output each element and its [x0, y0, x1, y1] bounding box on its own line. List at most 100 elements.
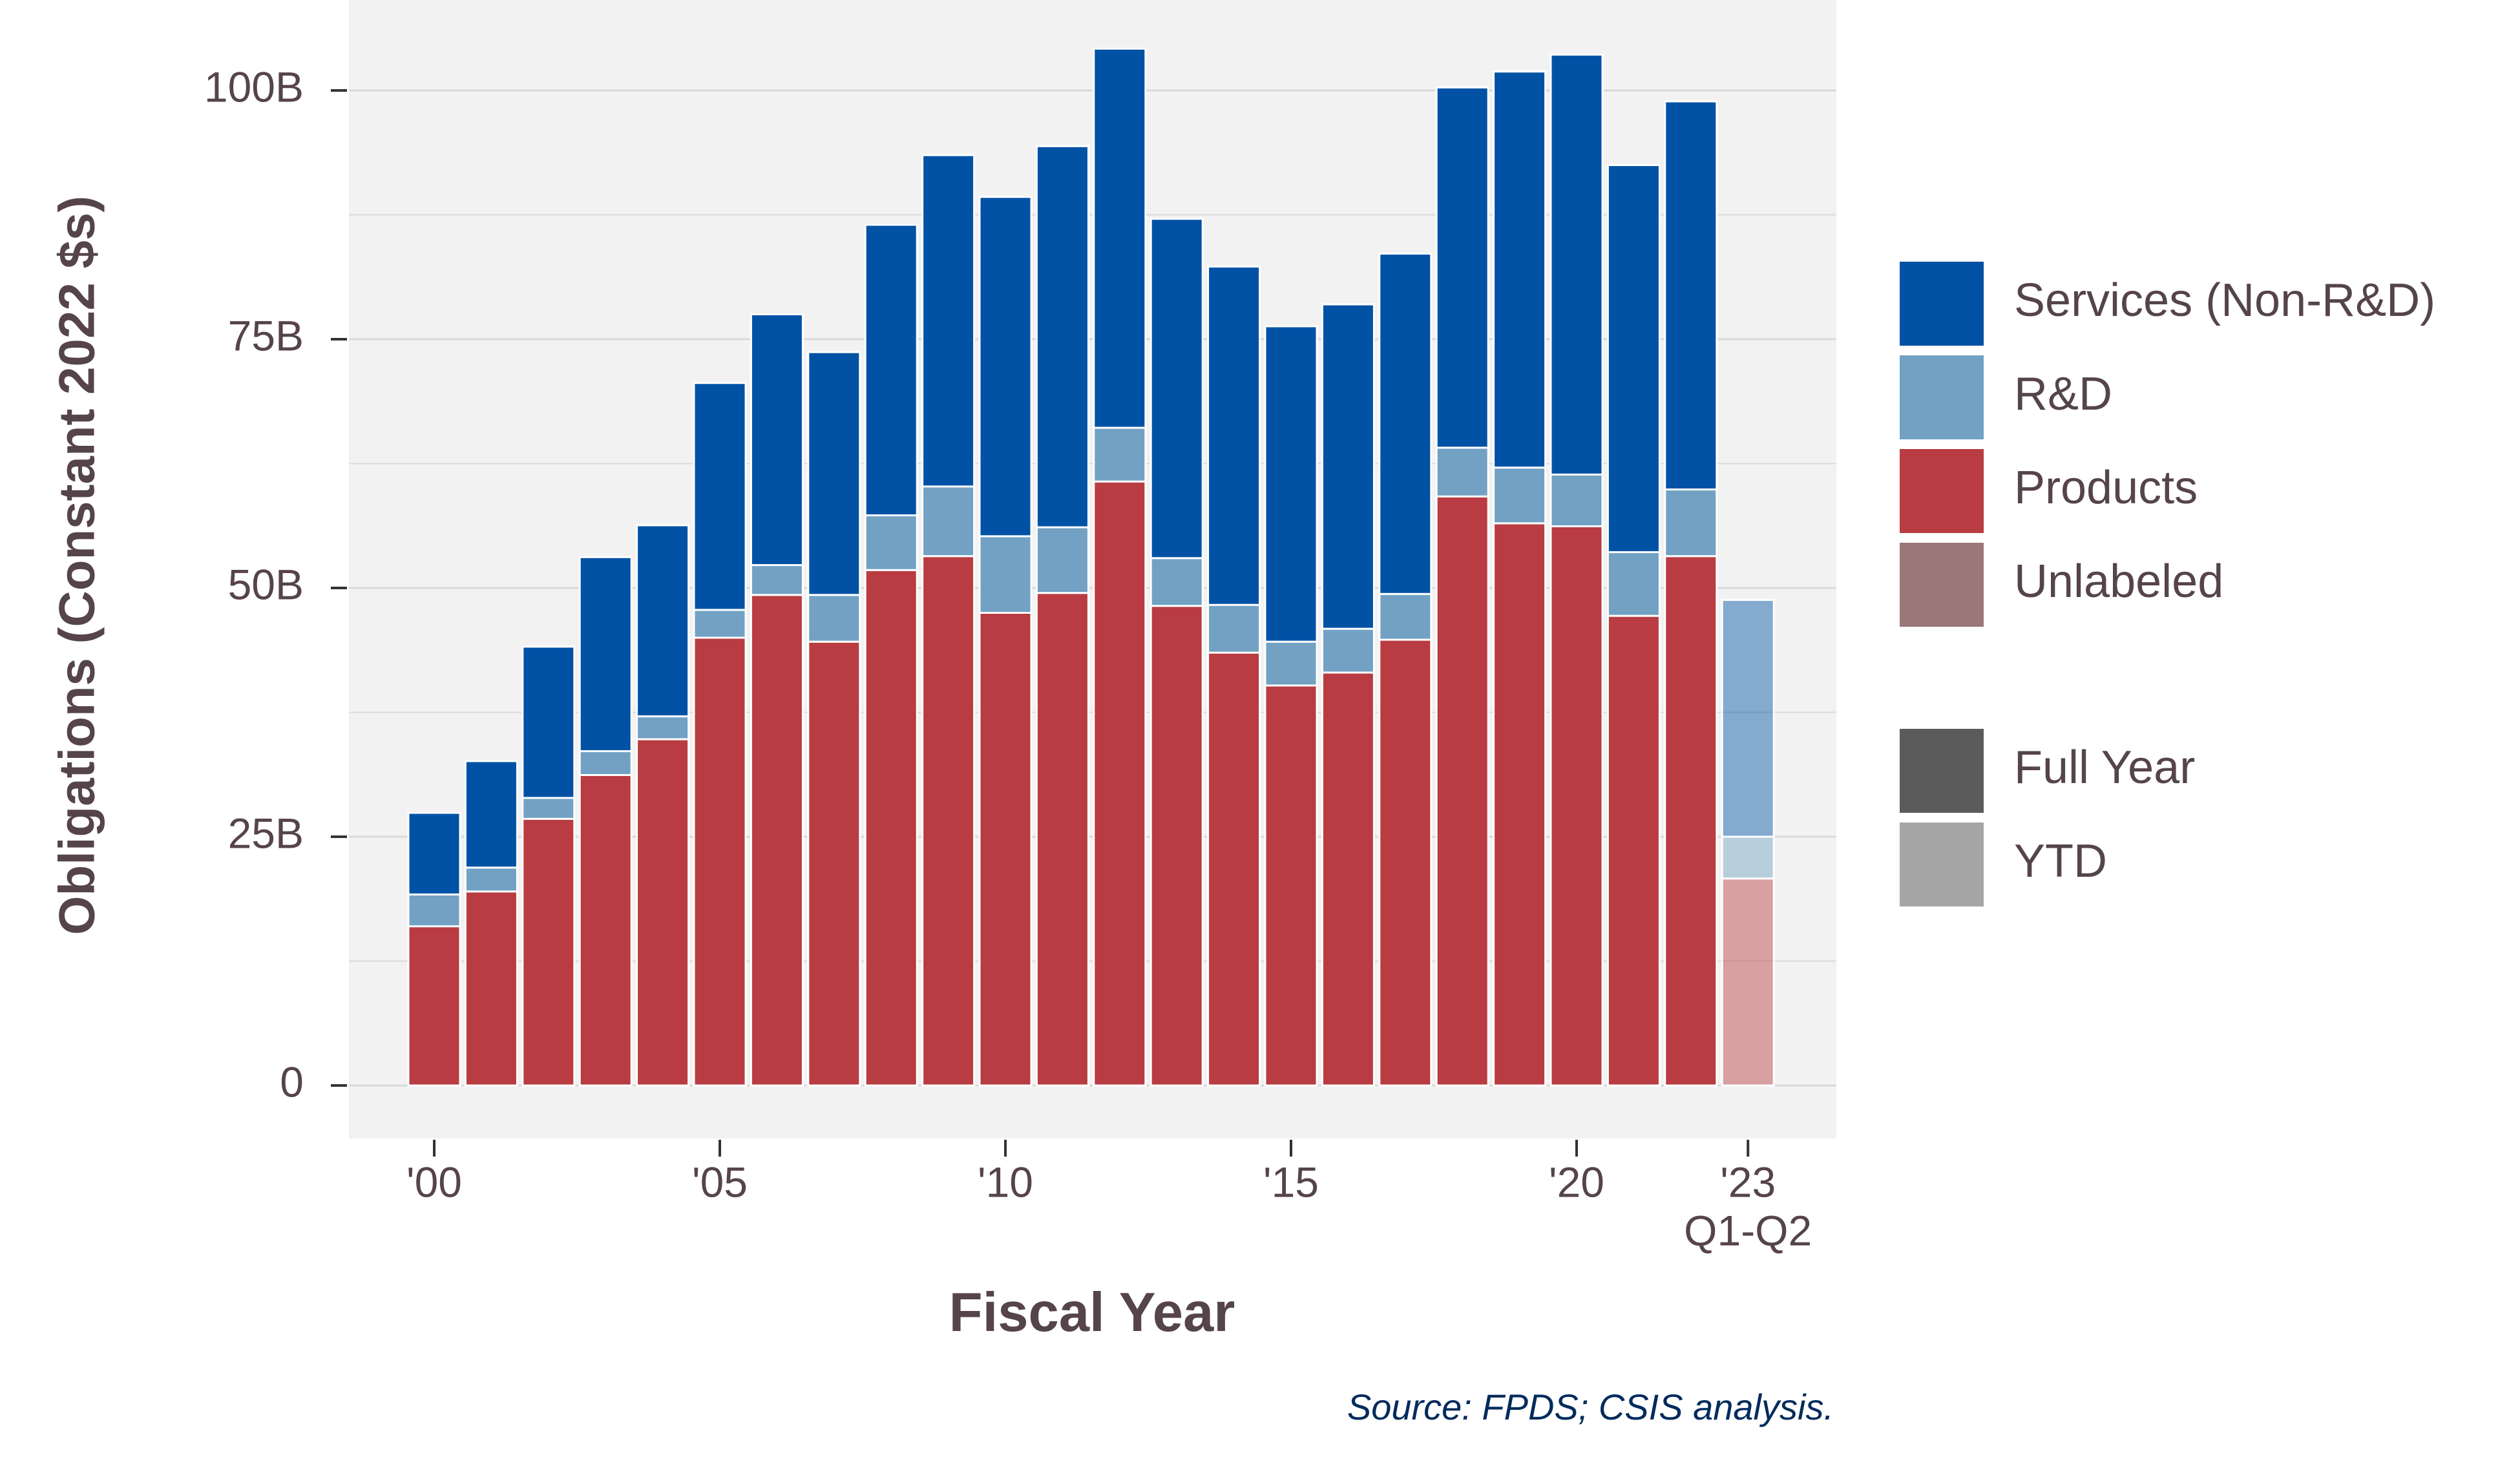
bar-segment [1208, 267, 1260, 605]
legend-label: YTD [2014, 835, 2107, 887]
bar-segment [923, 487, 974, 556]
bar-segment [1722, 600, 1774, 837]
legend-label: R&D [2014, 368, 2112, 420]
bar-segment [1608, 165, 1659, 552]
bar-segment [1151, 558, 1202, 606]
legend-swatch [1900, 262, 1984, 346]
legend-label: Full Year [2014, 742, 2195, 793]
bar-segment [751, 315, 803, 565]
y-tick-label: 75B [228, 311, 304, 359]
y-axis-title: Obligations (Constant 2022 $s) [48, 196, 105, 935]
legend: Services (Non-R&D)R&DProductsUnlabeledFu… [1900, 262, 2435, 907]
bar-segment [980, 536, 1031, 613]
bar-segment [1608, 552, 1659, 616]
bar-segment [923, 556, 974, 1085]
x-tick-label: '15 [1263, 1158, 1319, 1206]
x-tick-label: '20 [1549, 1158, 1604, 1206]
bar-segment [580, 775, 631, 1085]
bar-segment [1151, 606, 1202, 1085]
x-axis-title: Fiscal Year [949, 1282, 1235, 1343]
bar-segment [694, 610, 746, 638]
bar-segment [1551, 474, 1602, 526]
bar-segment [1094, 428, 1146, 481]
bar-segment [523, 819, 574, 1085]
bar-segment [923, 155, 974, 487]
bar-segment [1494, 72, 1546, 468]
legend-label: Unlabeled [2014, 556, 2223, 607]
bar-segment [865, 225, 917, 516]
bar-segment [808, 595, 860, 642]
bar-segment [1380, 594, 1431, 640]
bar-segment [408, 894, 460, 926]
source-note: Source: FPDS; CSIS analysis. [1347, 1387, 1834, 1427]
bar-segment [980, 197, 1031, 536]
x-tick-sublabel: Q1-Q2 [1684, 1206, 1812, 1254]
y-tick-label: 25B [228, 809, 304, 857]
bar-segment [1722, 879, 1774, 1085]
x-tick-label: '23 [1720, 1158, 1776, 1206]
bar-segment [808, 642, 860, 1085]
bar-segment [1665, 101, 1717, 490]
bar-segment [1094, 481, 1146, 1085]
bar-segment [1322, 673, 1374, 1085]
bar-segment [980, 613, 1031, 1086]
legend-swatch [1900, 355, 1984, 439]
bar-segment [1551, 527, 1602, 1085]
bar-segment [523, 647, 574, 798]
bar-segment [1551, 55, 1602, 475]
x-tick-label: '05 [692, 1158, 748, 1206]
bar-segment [580, 751, 631, 775]
bar-segment [1665, 556, 1717, 1085]
legend-swatch [1900, 729, 1984, 813]
legend-swatch [1900, 449, 1984, 533]
bar-segment [865, 516, 917, 571]
bar-segment [1265, 686, 1317, 1085]
bar-segment [865, 570, 917, 1085]
bar-segment [465, 868, 517, 892]
bar-segment [751, 595, 803, 1085]
bar-segment [1208, 653, 1260, 1085]
x-tick-label: '10 [978, 1158, 1033, 1206]
x-tick-label: '00 [406, 1158, 462, 1206]
bar-segment [1036, 527, 1088, 593]
bar-segment [694, 638, 746, 1085]
bar-segment [1265, 326, 1317, 642]
bar-segment [1380, 640, 1431, 1085]
bar-segment [1494, 523, 1546, 1085]
y-tick-label: 100B [204, 63, 304, 110]
bar-segment [1436, 87, 1488, 447]
legend-label: Products [2014, 462, 2198, 514]
bar-segment [465, 761, 517, 868]
bar-segment [408, 927, 460, 1085]
bar-segment [1151, 219, 1202, 558]
bar-segment [637, 739, 689, 1085]
bar-segment [1494, 468, 1546, 523]
bar-segment [1208, 605, 1260, 653]
legend-swatch [1900, 543, 1984, 627]
bar-segment [1094, 48, 1146, 428]
legend-swatch [1900, 823, 1984, 907]
bar-segment [1665, 490, 1717, 556]
bar-segment [1036, 146, 1088, 527]
bar-segment [408, 813, 460, 894]
bar-segment [1436, 448, 1488, 496]
bar-segment [1036, 593, 1088, 1085]
bar-segment [694, 383, 746, 610]
bar-segment [523, 798, 574, 819]
bar-segment [1322, 304, 1374, 629]
bar-segment [1436, 496, 1488, 1085]
bar-segment [1265, 642, 1317, 686]
bar-segment [808, 352, 860, 595]
bar-segment [637, 525, 689, 717]
bar-segment [465, 892, 517, 1085]
y-tick-label: 0 [280, 1058, 304, 1106]
y-tick-label: 50B [228, 560, 304, 608]
bar-segment [580, 557, 631, 751]
bar-segment [1380, 254, 1431, 594]
bar-segment [1322, 629, 1374, 673]
bar-segment [751, 565, 803, 595]
bar-segment [637, 717, 689, 739]
bar-segment [1722, 837, 1774, 879]
